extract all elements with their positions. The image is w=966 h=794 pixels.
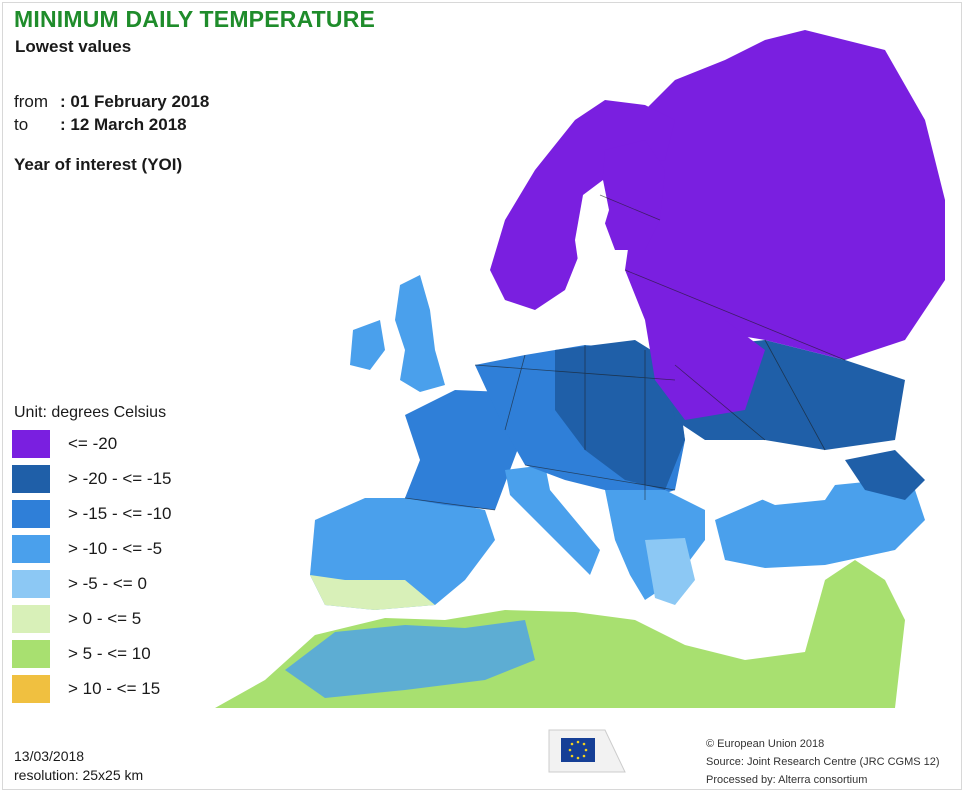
legend-label: > -5 - <= 0: [68, 574, 147, 593]
map-subtitle: Lowest values: [15, 37, 132, 56]
legend-label: > 5 - <= 10: [68, 644, 151, 663]
period-from: from : 01 February 2018: [14, 92, 209, 112]
region-finland: [600, 140, 665, 250]
processed-by: Processed by: Alterra consortium: [706, 774, 868, 786]
landmass: [215, 30, 945, 708]
map-date: 13/03/2018: [14, 748, 85, 764]
legend-swatch: [12, 535, 50, 563]
black-sea: [735, 450, 845, 505]
legend-unit: Unit: degrees Celsius: [14, 404, 167, 421]
borders: [404, 194, 846, 511]
region-italy: [505, 465, 600, 575]
region-france: [405, 390, 525, 510]
region-great-britain: [395, 275, 445, 392]
region-ireland: [350, 320, 385, 370]
legend-label: > -10 - <= -5: [68, 539, 163, 558]
legend-swatch: [12, 430, 50, 458]
baltic-sea: [575, 180, 609, 275]
region-belarus-cold: [645, 320, 765, 420]
legend-label: > 10 - <= 15: [68, 679, 161, 698]
seas: [575, 180, 953, 505]
legend-swatch: [12, 605, 50, 633]
from-value: : 01 February 2018: [60, 92, 210, 111]
legend-swatch: [12, 570, 50, 598]
legend-swatch: [12, 675, 50, 703]
to-value: : 12 March 2018: [60, 115, 187, 134]
legend-swatch: [12, 500, 50, 528]
region-poland-balkans-cold: [555, 340, 685, 490]
legend-label: > 0 - <= 5: [68, 609, 142, 628]
legend-label: <= -20: [68, 434, 118, 453]
data-source: Source: Joint Research Centre (JRC CGMS …: [706, 756, 940, 768]
region-turkey: [715, 482, 925, 568]
year-of-interest: Year of interest (YOI): [14, 155, 183, 174]
legend-label: > -15 - <= -10: [68, 504, 172, 523]
copyright: © European Union 2018: [706, 738, 825, 750]
region-greece: [645, 538, 695, 605]
eu-logo: [548, 729, 626, 773]
caspian-sea: [930, 400, 953, 490]
legend-swatch: [12, 465, 50, 493]
legend-swatch: [12, 640, 50, 668]
region-atlas: [285, 620, 535, 698]
period-to: to : 12 March 2018: [14, 115, 187, 135]
to-label: to: [14, 115, 29, 134]
region-caucasus: [845, 450, 925, 500]
map-title: MINIMUM DAILY TEMPERATURE: [14, 6, 376, 32]
temperature-map: [215, 30, 953, 708]
legend-label: > -20 - <= -15: [68, 469, 172, 488]
region-russia: [615, 30, 945, 360]
region-iberia-coast: [310, 575, 435, 610]
map-resolution: resolution: 25x25 km: [14, 767, 144, 783]
from-label: from: [14, 92, 48, 111]
